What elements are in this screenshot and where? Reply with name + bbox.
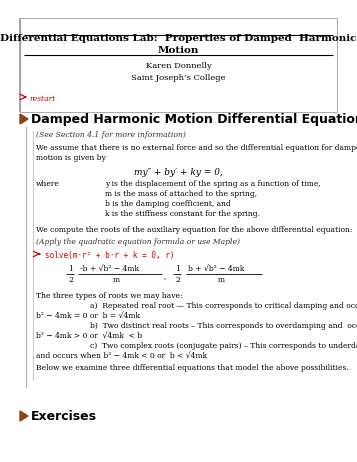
Text: Saint Joseph’s College: Saint Joseph’s College — [131, 74, 226, 82]
Text: a)  Repeated real root — This corresponds to critical damping and occurs when: a) Repeated real root — This corresponds… — [90, 302, 357, 310]
Text: 2: 2 — [68, 276, 73, 284]
Text: b)  Two distinct real roots – This corresponds to overdamping and  occurs when: b) Two distinct real roots – This corres… — [90, 322, 357, 330]
Text: We compute the roots of the auxiliary equation for the above differential equati: We compute the roots of the auxiliary eq… — [36, 226, 352, 234]
Text: ,: , — [164, 272, 166, 280]
Text: Damped Harmonic Motion Differential Equation: Damped Harmonic Motion Differential Equa… — [31, 113, 357, 126]
Text: motion is given by: motion is given by — [36, 154, 106, 162]
Text: Exercises: Exercises — [31, 410, 97, 423]
Text: y is the displacement of the spring as a function of time,: y is the displacement of the spring as a… — [105, 180, 321, 188]
Text: restart: restart — [29, 95, 55, 103]
Text: my″ + by′ + ky = 0,: my″ + by′ + ky = 0, — [134, 168, 223, 177]
Text: 1: 1 — [175, 265, 180, 273]
Text: b² − 4mk = 0 or  b = √4mk: b² − 4mk = 0 or b = √4mk — [36, 312, 140, 320]
Bar — [20, 18, 337, 112]
Text: m: m — [113, 276, 120, 284]
Text: m is the mass of attached to the spring,: m is the mass of attached to the spring, — [105, 190, 257, 198]
Text: where: where — [36, 180, 60, 188]
Text: solve(m·r² + b·r + k = 0, r): solve(m·r² + b·r + k = 0, r) — [45, 251, 175, 260]
Text: (See Section 4.1 for more information): (See Section 4.1 for more information) — [36, 131, 186, 139]
Text: 2: 2 — [175, 276, 180, 284]
Text: b² − 4mk > 0 or  √4mk  < b: b² − 4mk > 0 or √4mk < b — [36, 332, 142, 340]
Text: -b + √b² − 4mk: -b + √b² − 4mk — [80, 265, 139, 273]
Text: 1: 1 — [68, 265, 73, 273]
Text: We assume that there is no external force and so the differential equation for d: We assume that there is no external forc… — [36, 144, 357, 152]
Text: b + √b² − 4mk: b + √b² − 4mk — [188, 265, 245, 273]
Text: and occurs when b² − 4mk < 0 or  b < √4mk: and occurs when b² − 4mk < 0 or b < √4mk — [36, 352, 207, 360]
Polygon shape — [20, 114, 28, 124]
Text: The three types of roots we may have:: The three types of roots we may have: — [36, 292, 183, 300]
Text: k is the stiffness constant for the spring.: k is the stiffness constant for the spri… — [105, 210, 260, 218]
Text: c)  Two complex roots (conjugate pairs) – This corresponds to underdamping: c) Two complex roots (conjugate pairs) –… — [90, 342, 357, 350]
Text: b is the damping coefficient, and: b is the damping coefficient, and — [105, 200, 231, 208]
Text: Below we examine three differential equations that model the above possibilities: Below we examine three differential equa… — [36, 364, 349, 372]
Text: Karen Donnelly: Karen Donnelly — [146, 62, 211, 70]
Text: Differential Equations Lab:  Properties of Damped  Harmonic: Differential Equations Lab: Properties o… — [0, 34, 357, 43]
Text: (Apply the quadratic equation formula or use Maple): (Apply the quadratic equation formula or… — [36, 238, 240, 246]
Polygon shape — [20, 411, 28, 421]
Text: Motion: Motion — [158, 46, 199, 55]
Text: m: m — [218, 276, 225, 284]
